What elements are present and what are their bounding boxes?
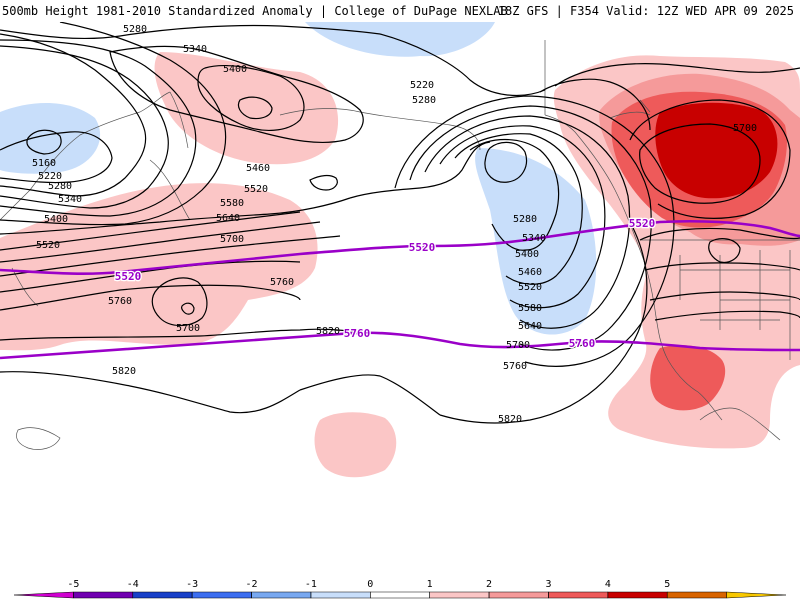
height-contour-label: 5400 — [223, 64, 247, 75]
height-contour-label: 5220 — [38, 171, 62, 182]
height-contour-label: 5700 — [220, 234, 244, 245]
height-contour-label: 5280 — [48, 181, 72, 192]
height-contour-label: 5340 — [522, 233, 546, 244]
height-contour-label: 5520 — [36, 240, 60, 251]
colorbar-label: -1 — [305, 579, 317, 590]
colorbar-label: -2 — [246, 579, 258, 590]
height-contour-label: 5280 — [412, 95, 436, 106]
colorbar-label: 0 — [367, 579, 373, 590]
colorbar-label: 4 — [605, 579, 611, 590]
colorbar-segment — [429, 591, 490, 599]
height-contour-label: 5760 — [503, 361, 527, 372]
thickness-label: 5760 — [344, 327, 371, 340]
contour-labels: 5280534054005220528051605220528053405400… — [32, 24, 757, 425]
height-contour-label: 5820 — [498, 414, 522, 425]
height-contour-label: 5220 — [410, 80, 434, 91]
colorbar-segment — [548, 591, 609, 599]
height-contour-label: 5340 — [183, 44, 207, 55]
height-contours — [0, 22, 800, 424]
height-contour-label: 5460 — [246, 163, 270, 174]
thickness-label: 5520 — [115, 270, 142, 283]
height-contour-label: 5400 — [515, 249, 539, 260]
neg-anomaly-central — [475, 148, 597, 335]
height-contour-label: 5820 — [316, 326, 340, 337]
colorbar-segment — [13, 591, 74, 599]
map-header: 500mb Height 1981-2010 Standardized Anom… — [0, 0, 800, 22]
colorbar-segment — [488, 591, 549, 599]
pos-anomaly-east-core — [655, 102, 778, 199]
pos-anomaly-nw — [154, 52, 339, 165]
height-contour-label: 5520 — [244, 184, 268, 195]
height-contour-label: 5820 — [112, 366, 136, 377]
height-contour-label: 5280 — [513, 214, 537, 225]
colorbar: -5 -4 -3 -2 -1 0 1 2 3 4 5 — [0, 578, 800, 600]
height-contour-label: 5700 — [176, 323, 200, 334]
height-contour-label: 5520 — [518, 282, 542, 293]
thickness-label: 5520 — [409, 241, 436, 254]
height-contour-label: 5460 — [518, 267, 542, 278]
height-contour-label: 5760 — [108, 296, 132, 307]
height-contour-label: 5400 — [44, 214, 68, 225]
thickness-label: 5520 — [629, 217, 656, 230]
height-contour-label: 5700 — [733, 123, 757, 134]
anomaly-map: 5280 5340 5400 5220 5280 5160 5220 5280 5340 5400… — [0, 22, 800, 578]
height-contour-label: 5640 — [216, 213, 240, 224]
map-title: 500mb Height 1981-2010 Standardized Anom… — [2, 4, 508, 18]
height-contour-label: 5160 — [32, 158, 56, 169]
height-contour-label: 5280 — [123, 24, 147, 35]
neg-anomaly-west — [0, 102, 101, 174]
height-contour-label: 5760 — [270, 277, 294, 288]
thickness-label: 5760 — [569, 337, 596, 350]
colorbar-label: -5 — [67, 579, 79, 590]
colorbar-label: -4 — [127, 579, 139, 590]
colorbar-label: 2 — [486, 579, 492, 590]
colorbar-label: -3 — [186, 579, 198, 590]
colorbar-label: 1 — [427, 579, 433, 590]
colorbar-segment — [310, 591, 371, 599]
colorbar-segment — [132, 591, 193, 599]
height-contour-label: 5700 — [506, 340, 530, 351]
colorbar-segment — [607, 591, 668, 599]
colorbar-segment — [726, 591, 787, 599]
colorbar-segment — [370, 591, 430, 599]
colorbar-label: 5 — [664, 579, 670, 590]
thickness-labels: 5520 5520 5520 5760 5760 — [114, 216, 657, 352]
height-contour-label: 5580 — [518, 303, 542, 314]
colorbar-segment — [73, 591, 134, 599]
pos-anomaly-west-band — [0, 183, 318, 351]
run-info: 18Z GFS | F354 Valid: 12Z WED APR 09 202… — [497, 4, 794, 18]
height-contour-label: 5580 — [220, 198, 244, 209]
height-contour-label: 5340 — [58, 194, 82, 205]
colorbar-segment — [666, 591, 727, 599]
colorbar-segment — [191, 591, 252, 599]
thickness-lines — [0, 219, 800, 360]
colorbar-label: 3 — [545, 579, 551, 590]
pos-anomaly-pacific-small — [314, 412, 397, 478]
colorbar-segment — [251, 591, 312, 599]
height-contour-label: 5640 — [518, 321, 542, 332]
